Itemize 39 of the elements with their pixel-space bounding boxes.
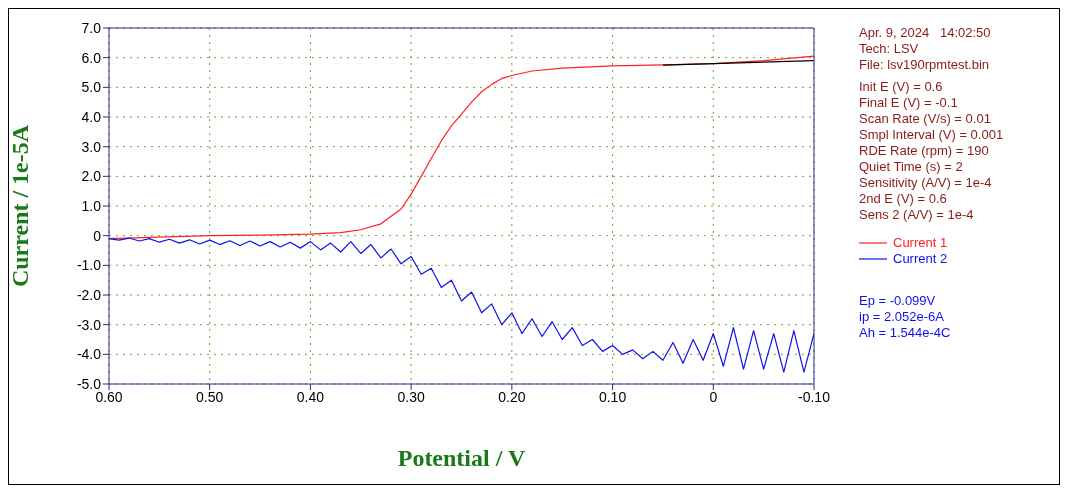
text: Tech: LSV	[859, 41, 920, 57]
text: Apr. 9, 2024 14:02:50	[859, 25, 992, 41]
text: 2nd E (V) = 0.6	[859, 191, 948, 207]
x-tick-label: 0.10	[598, 388, 627, 405]
x-tick-label: 0.40	[296, 388, 325, 405]
x-tick-label: 0.50	[196, 388, 224, 405]
text: Ah = 1.544e-4C	[859, 325, 952, 341]
x-tick-label: 0.20	[498, 388, 526, 405]
text: File: lsv190rpmtest.bin	[859, 57, 991, 73]
legend-label: Current 2	[893, 251, 948, 267]
text: Ep = -0.099V	[859, 293, 937, 309]
text: Sens 2 (A/V) = 1e-4	[859, 207, 975, 223]
line-series	[109, 237, 814, 373]
text: Scan Rate (V/s) = 0.01	[859, 111, 992, 127]
y-tick-label: 2.0	[81, 168, 102, 185]
y-axis-title: Current / 1e-5A	[6, 124, 33, 288]
text: ip = 2.052e-6A	[859, 309, 945, 325]
x-tick-label: 0	[709, 388, 718, 405]
y-tick-label: 6.0	[81, 49, 102, 66]
text: Init E (V) = 0.6	[859, 79, 944, 95]
text: Smpl Interval (V) = 0.001	[859, 127, 1004, 143]
text: Sensitivity (A/V) = 1e-4	[859, 175, 993, 191]
y-tick-label: -4.0	[76, 346, 102, 363]
y-tick-label: -3.0	[76, 316, 102, 333]
y-tick-label: 0	[93, 227, 102, 244]
y-tick-label: 7.0	[81, 19, 102, 36]
y-tick-label: 5.0	[81, 79, 102, 96]
y-tick-label: 4.0	[81, 108, 102, 125]
text: Final E (V) = -0.1	[859, 95, 959, 111]
y-tick-label: 3.0	[81, 138, 102, 155]
y-tick-label: -1.0	[76, 257, 102, 274]
text: Quiet Time (s) = 2	[859, 159, 964, 175]
x-tick-label: 0.30	[397, 388, 425, 405]
x-tick-label: -0.10	[798, 388, 831, 405]
y-tick-label: 1.0	[81, 197, 102, 214]
y-tick-label: -2.0	[76, 286, 102, 303]
x-axis-title: Potential / V	[397, 445, 526, 471]
legend-label: Current 1	[893, 235, 948, 251]
text: RDE Rate (rpm) = 190	[859, 143, 990, 159]
